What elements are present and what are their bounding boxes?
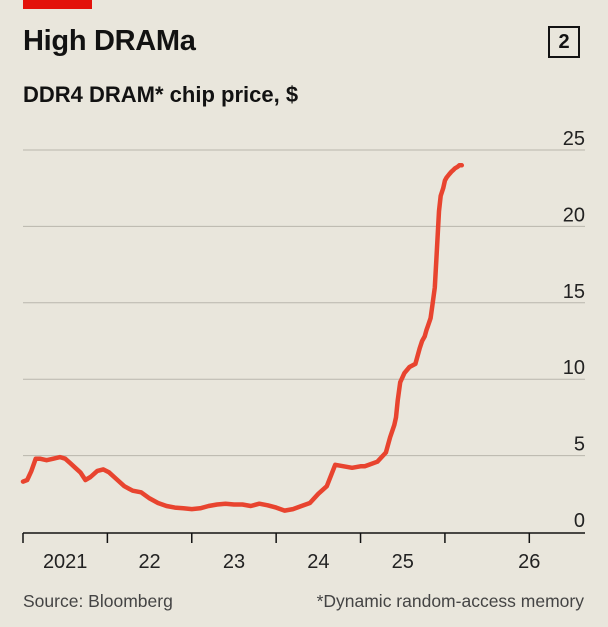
- chart-title: High DRAMa: [23, 25, 196, 57]
- x-tick-label: 22: [138, 551, 160, 573]
- series-line-0: [20, 163, 465, 513]
- chart-number-badge: 2: [548, 26, 580, 58]
- y-tick-label: 20: [563, 204, 585, 226]
- brand-accent-bar: [23, 0, 92, 9]
- y-tick-label: 5: [574, 434, 585, 456]
- chart-subtitle: DDR4 DRAM* chip price, $: [23, 82, 299, 107]
- y-tick-label: 10: [563, 357, 585, 379]
- y-tick-label: 25: [563, 128, 585, 150]
- x-tick-label: 26: [518, 551, 540, 573]
- source-note: Source: Bloomberg: [23, 591, 173, 611]
- x-tick-label: 25: [392, 551, 414, 573]
- x-tick-label: 2021: [43, 551, 88, 573]
- footnote: *Dynamic random-access memory: [316, 591, 584, 611]
- x-tick-label: 23: [223, 551, 245, 573]
- y-tick-label: 15: [563, 281, 585, 303]
- x-tick-label: 24: [307, 551, 329, 573]
- y-tick-label: 0: [574, 510, 585, 532]
